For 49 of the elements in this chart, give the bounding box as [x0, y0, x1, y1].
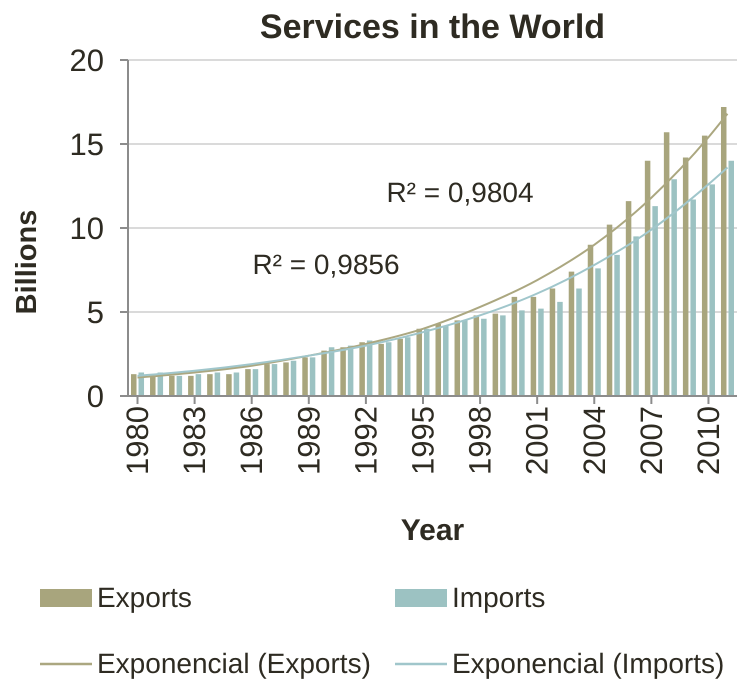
y-tick-label: 5 [86, 295, 104, 330]
bar [492, 314, 498, 396]
bar [557, 302, 563, 396]
bar [207, 374, 213, 396]
x-axis-title: Year [400, 514, 465, 547]
x-tick-label: 2004 [576, 406, 612, 475]
x-tick-label: 1983 [177, 406, 212, 475]
y-tick-label: 10 [70, 211, 104, 246]
bar [500, 315, 506, 396]
bar [530, 296, 536, 396]
bar [397, 338, 403, 396]
bar [481, 318, 487, 396]
x-tick-label: 1986 [234, 406, 270, 475]
x-tick-label: 2007 [634, 406, 669, 475]
bar [196, 374, 202, 396]
x-tick-label: 2001 [520, 406, 555, 475]
bar [234, 372, 240, 396]
bar [226, 374, 232, 396]
legend-label: Exponencial (Exports) [97, 648, 371, 680]
bar [538, 308, 544, 396]
x-tick-label: 2010 [690, 406, 726, 475]
chart-title: Services in the World [258, 8, 606, 47]
bar [378, 344, 384, 396]
x-tick-label: 1989 [291, 406, 326, 475]
bar [454, 320, 460, 396]
annotation: R² = 0,9804 [386, 177, 534, 209]
bar [176, 376, 182, 396]
bar [595, 268, 601, 396]
bar [252, 369, 258, 396]
bar [550, 288, 556, 396]
y-tick-label: 15 [70, 127, 104, 162]
legend-label: Exports [97, 582, 192, 614]
bar [576, 288, 582, 396]
legend-label: Imports [452, 582, 546, 614]
y-tick-label: 0 [86, 379, 104, 414]
bar [568, 272, 574, 396]
x-tick-label: 1995 [405, 406, 440, 475]
bar [188, 376, 194, 396]
y-tick-label: 20 [70, 43, 104, 78]
bar [519, 310, 525, 396]
legend-label: Exponencial (Imports) [452, 648, 724, 680]
x-tick-label: 1980 [120, 406, 156, 475]
x-tick-label: 1998 [462, 406, 498, 475]
bar [474, 315, 480, 396]
x-tick-label: 1992 [348, 406, 384, 475]
y-axis-title: Billions [11, 210, 43, 314]
bar [214, 372, 220, 396]
annotation: R² = 0,9856 [252, 249, 400, 281]
bar [512, 296, 518, 396]
